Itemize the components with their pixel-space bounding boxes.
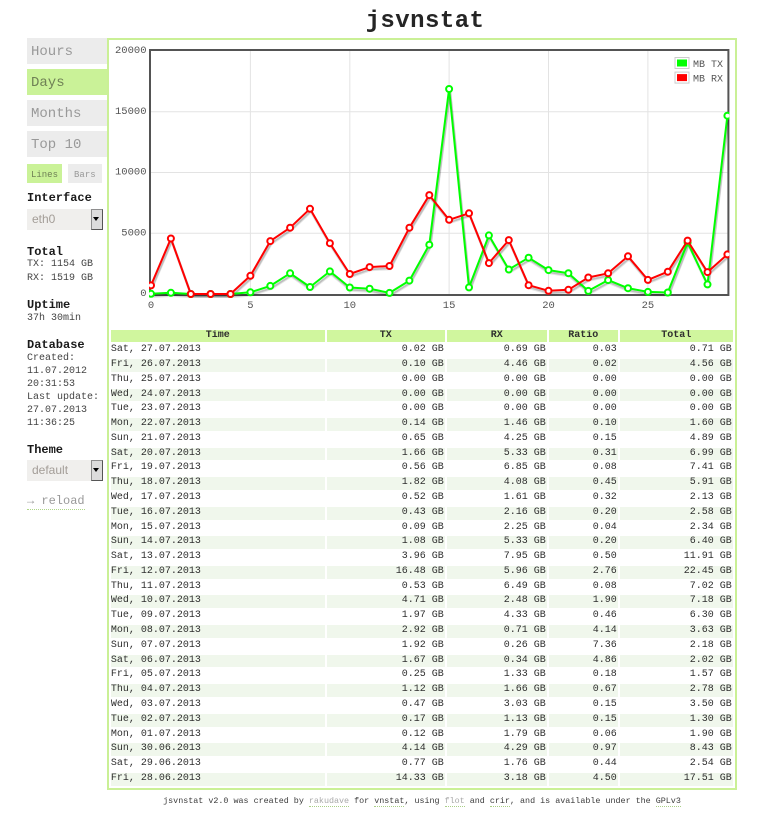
svg-text:MB TX: MB TX <box>693 60 723 71</box>
svg-text:15000: 15000 <box>115 106 147 118</box>
svg-text:0: 0 <box>140 288 146 300</box>
svg-text:10: 10 <box>343 300 356 312</box>
svg-text:10000: 10000 <box>115 167 147 179</box>
svg-text:15: 15 <box>443 300 456 312</box>
svg-text:MB RX: MB RX <box>693 75 723 86</box>
svg-text:25: 25 <box>642 300 655 312</box>
svg-text:5: 5 <box>247 300 253 312</box>
svg-text:5000: 5000 <box>121 227 146 239</box>
svg-text:20000: 20000 <box>115 45 147 57</box>
svg-text:20: 20 <box>542 300 555 312</box>
svg-text:0: 0 <box>148 300 154 312</box>
